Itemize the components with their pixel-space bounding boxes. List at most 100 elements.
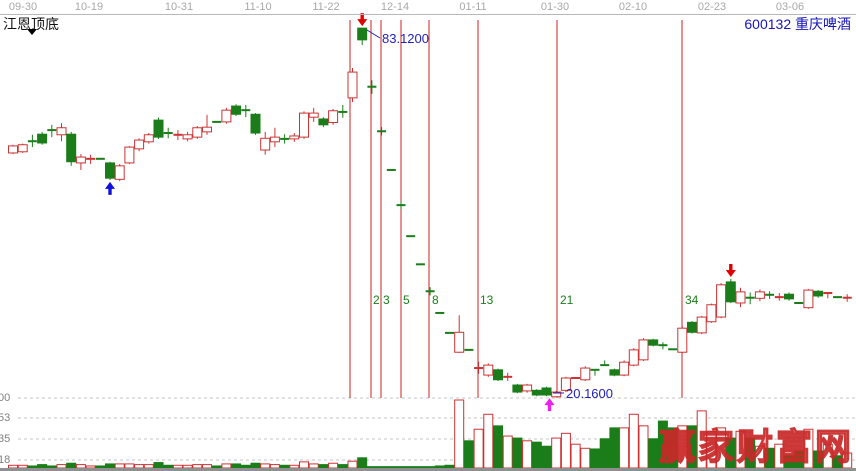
volume-bar	[648, 438, 659, 469]
annotation-connector	[366, 29, 381, 39]
candle-body	[357, 27, 368, 41]
volume-bar	[580, 447, 591, 469]
candle-body	[725, 281, 736, 303]
date-axis-line	[0, 14, 856, 15]
annotation-low-price: 20.1600	[566, 386, 613, 401]
volume-scale-label: .18	[0, 454, 11, 466]
volume-bar	[541, 445, 552, 469]
candle-body	[124, 146, 135, 164]
candle-body	[454, 331, 465, 353]
volume-bar	[764, 447, 775, 469]
candle-body	[37, 133, 48, 144]
date-label: 11-22	[312, 1, 340, 13]
watermark: 赢家财富网	[658, 425, 854, 467]
volume-bar	[483, 413, 494, 469]
candle-body	[677, 327, 688, 353]
volume-bar	[628, 413, 639, 469]
signal-arrow-up	[544, 398, 555, 412]
candle-body	[289, 135, 300, 140]
candle-body	[522, 384, 533, 392]
candle-body	[696, 316, 707, 334]
date-label: 10-19	[74, 1, 104, 13]
candle-body	[153, 119, 164, 138]
volume-bar	[463, 440, 474, 469]
indicator-selector[interactable]: 江恩顶底	[3, 14, 59, 35]
dropdown-arrow-icon[interactable]	[27, 29, 37, 35]
signal-arrow-up	[105, 181, 115, 195]
volume-bar	[172, 464, 183, 469]
volume-bar	[638, 425, 649, 469]
candle-body	[638, 339, 649, 361]
date-label: 09-30	[8, 1, 38, 13]
volume-scale-label: .35	[0, 433, 11, 445]
volume-bar	[570, 443, 581, 469]
candle-body	[541, 387, 552, 396]
candle-body	[105, 162, 115, 179]
candle-body	[619, 361, 630, 376]
volume-bar	[551, 437, 562, 469]
gann-day-count-label: 8	[432, 293, 439, 307]
indicator-label: 江恩顶底	[3, 16, 59, 32]
volume-bar	[8, 464, 18, 469]
date-label: 12-14	[380, 1, 410, 13]
volume-bar	[677, 425, 688, 469]
volume-bar	[745, 437, 756, 469]
candle-body	[308, 112, 319, 118]
candle-body	[192, 127, 203, 138]
volume-bar	[153, 462, 164, 469]
candle-body	[803, 289, 814, 309]
signal-arrow-down	[357, 13, 368, 27]
gann-day-count-label: 21	[560, 293, 574, 307]
candle-body	[182, 134, 193, 140]
gann-day-count-label: 3	[383, 293, 390, 307]
candle-body	[754, 291, 765, 299]
volume-bar	[609, 427, 620, 469]
horizontal-scrollbar[interactable]	[0, 468, 856, 471]
volume-bar	[502, 435, 513, 469]
candle-body	[56, 127, 67, 136]
volume-bar	[725, 437, 736, 469]
candle-body	[269, 136, 280, 143]
volume-bar	[560, 432, 571, 469]
gann-day-count-label: 13	[480, 293, 494, 307]
volume-bar	[493, 425, 503, 469]
volume-scale-label: .00	[0, 392, 11, 404]
volume-bar	[590, 448, 600, 469]
volume-bar	[454, 399, 465, 469]
volume-bar	[473, 428, 484, 469]
volume-bar	[347, 460, 358, 469]
stock-title: 600132 重庆啤酒	[744, 16, 851, 32]
volume-bar	[512, 437, 523, 469]
volume-bar	[599, 438, 610, 469]
volume-scale-label: .53	[0, 412, 11, 424]
volume-bar	[657, 420, 668, 469]
candle-body	[318, 118, 329, 126]
volume-bar	[434, 465, 445, 469]
candle-body	[8, 145, 18, 154]
date-label: 03-06	[775, 1, 805, 13]
gann-day-count-label: 5	[403, 293, 410, 307]
volume-bar	[66, 462, 77, 469]
date-label: 01-30	[540, 1, 570, 13]
candle-body	[560, 377, 571, 391]
candle-body	[609, 369, 620, 376]
volume-bar	[46, 465, 57, 469]
volume-bar	[754, 445, 765, 469]
candle-body	[17, 144, 28, 153]
candle-body	[531, 389, 542, 396]
volume-bar	[687, 425, 697, 469]
date-label: 02-10	[618, 1, 648, 13]
candle-body	[735, 291, 746, 304]
volume-bar	[357, 457, 368, 469]
candle-body	[483, 364, 494, 376]
candle-body	[628, 349, 639, 366]
candle-body	[299, 112, 309, 138]
candle-body	[493, 369, 503, 381]
candle-body	[784, 293, 794, 300]
candle-body	[231, 105, 242, 115]
volume-bar	[250, 462, 261, 469]
candle-body	[202, 126, 212, 133]
volume-bar	[182, 464, 193, 469]
